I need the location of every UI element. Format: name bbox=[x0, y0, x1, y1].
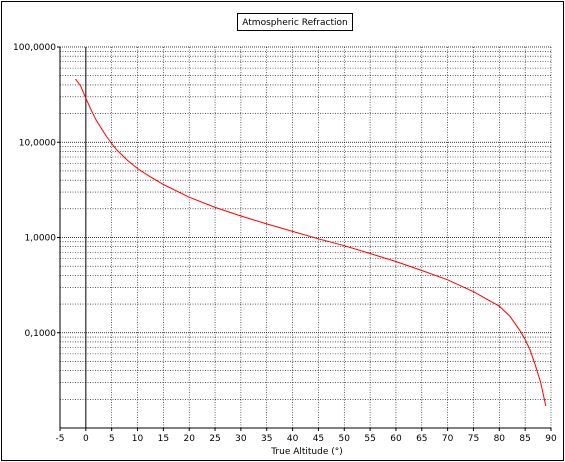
x-tick-label: 25 bbox=[209, 434, 220, 444]
x-tick-label: 5 bbox=[109, 434, 115, 444]
x-tick-label: 60 bbox=[390, 434, 402, 444]
major-gridlines-y bbox=[60, 46, 551, 334]
chart-title: Atmospheric Refraction bbox=[237, 13, 353, 31]
x-tick-label: 50 bbox=[339, 434, 351, 444]
y-tick-label: 10,0000 bbox=[19, 138, 56, 148]
x-tick-label: 90 bbox=[545, 434, 557, 444]
x-tick-label: 80 bbox=[494, 434, 506, 444]
x-tick-label: 65 bbox=[416, 434, 427, 444]
x-tick-label: 30 bbox=[235, 434, 247, 444]
series bbox=[75, 78, 547, 407]
x-tick-label: 85 bbox=[519, 434, 530, 444]
x-tick-label: 55 bbox=[364, 434, 375, 444]
x-tick-label: 20 bbox=[183, 434, 195, 444]
minor-gridlines-y bbox=[60, 51, 551, 400]
x-tick-label: 35 bbox=[261, 434, 272, 444]
y-tick-labels: 100,0000 10,0000 1,0000 0,1000 bbox=[13, 43, 60, 339]
x-tick-label: 70 bbox=[442, 434, 454, 444]
x-tick-label: 75 bbox=[468, 434, 479, 444]
x-tick-label: 45 bbox=[313, 434, 324, 444]
x-tick-label: 0 bbox=[83, 434, 89, 444]
x-tick-labels: -5 0 5 10 15 20 25 30 35 40 45 50 55 60 65 70 75 80 85 90 bbox=[56, 428, 557, 444]
y-tick-label: 0,1000 bbox=[25, 329, 57, 339]
x-tick-label: 10 bbox=[132, 434, 144, 444]
y-tick-label: 100,0000 bbox=[13, 43, 56, 53]
x-tick-label: -5 bbox=[56, 434, 65, 444]
y-tick-label: 1,0000 bbox=[25, 234, 57, 244]
x-axis-label: True Altitude (°) bbox=[270, 447, 343, 457]
x-tick-label: 40 bbox=[287, 434, 299, 444]
x-tick-label: 15 bbox=[158, 434, 169, 444]
series-line bbox=[75, 78, 547, 407]
